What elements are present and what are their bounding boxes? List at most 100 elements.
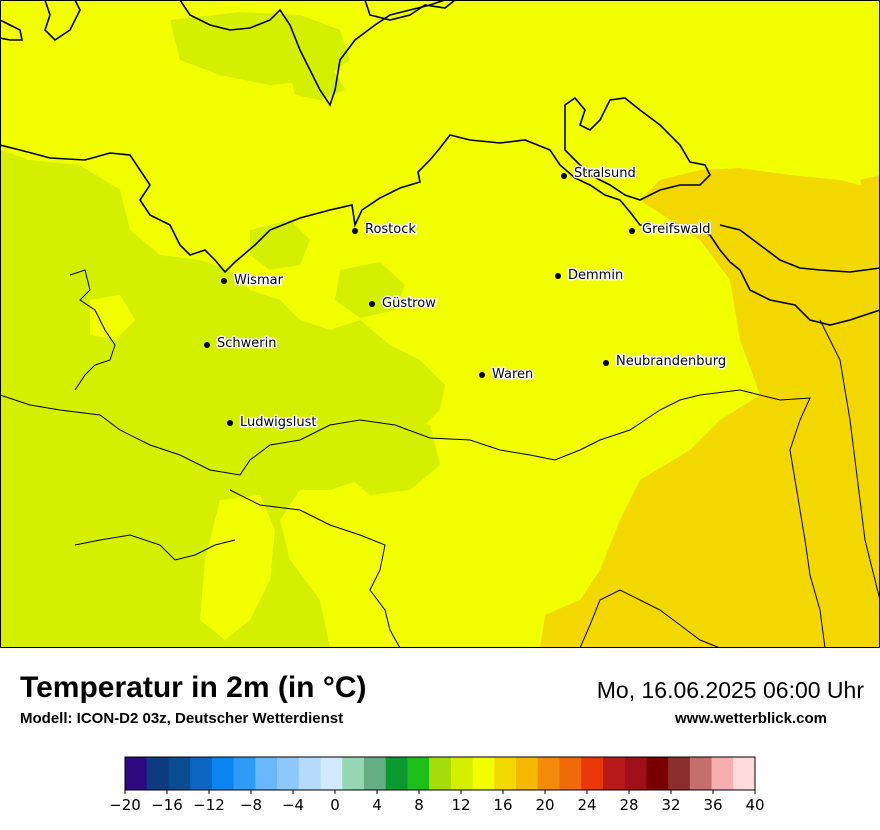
state-border-3 [229,489,401,648]
city-stralsund[interactable]: Stralsund [561,165,637,183]
colorbar-swatch [668,757,691,790]
colorbar-tick-label: 20 [535,796,554,814]
colorbar-tick-label: 4 [372,796,382,814]
colorbar-swatch [429,757,452,790]
city-wismar[interactable]: Wismar [221,272,285,290]
colorbar-tick-label: 8 [414,796,424,814]
colorbar-swatch [472,757,495,790]
colorbar-swatch [407,757,430,790]
coastline-northwest [0,19,23,41]
colorbar-swatch [689,757,713,790]
colorbar-swatch [516,757,539,790]
colorbar-ticks: −20 −16 −12 −8 −4 0 4 8 12 16 20 24 28 32 36 40 [109,790,765,814]
chart-title: Temperatur in 2m (in °C) [20,671,367,704]
colorbar-tick-label: 32 [661,796,680,814]
city-label: Neubrandenburg [616,354,726,369]
colorbar-swatch [450,757,474,790]
city-ludwigslust[interactable]: Ludwigslust [227,414,318,432]
forecast-datetime: Mo, 16.06.2025 06:00 Uhr [596,677,864,703]
colorbar-swatch [602,757,626,790]
city-label: Stralsund [574,166,636,181]
city-label: Waren [492,367,533,382]
colorbar-swatch [298,757,322,790]
colorbar-swatch [342,757,365,790]
colorbar-tick-label: −4 [282,796,304,814]
city-rostock[interactable]: Rostock [352,221,418,239]
city-label: Greifswald [642,222,711,237]
cool-region-sea-2 [290,65,345,100]
city-neubrandenburg[interactable]: Neubrandenburg [603,353,728,371]
colorbar-tick-label: 12 [451,796,470,814]
colorbar-swatch [581,757,604,790]
colorbar-swatches [125,757,756,790]
city-dot [561,173,567,179]
colorbar-swatch [537,757,560,790]
coastline-northeast [364,0,456,21]
cool-region-west [0,150,445,648]
colorbar-swatch [494,757,517,790]
cool-region-center-2 [335,262,405,318]
city-schwerin[interactable]: Schwerin [204,335,278,353]
colorbar-frame [124,756,756,791]
colorbar-swatch [624,757,647,790]
colorbar-swatch [646,757,669,790]
website-link[interactable]: www.wetterblick.com [675,710,827,727]
city-label: Rostock [365,222,416,237]
temperature-map: Stralsund Rostock Greifswald Wismar Demm… [0,0,880,648]
city-label: Wismar [234,273,284,288]
city-label: Ludwigslust [240,415,317,430]
colorbar-tick-label: 16 [493,796,512,814]
city-dot [603,360,609,366]
city-dot [629,228,635,234]
state-border-2 [69,269,116,391]
colorbar-swatch [277,757,300,790]
warm-patch-southwest [200,495,275,640]
city-label: Güstrow [382,296,436,311]
colorbar-swatch [255,757,278,790]
colorbar-swatch [559,757,582,790]
colorbar-tick-label: −8 [240,796,262,814]
coastline-north-2 [44,0,81,42]
coastline-islands [564,96,711,201]
city-markers: Stralsund Rostock Greifswald Wismar Demm… [204,165,728,432]
colorbar-swatch [125,757,148,790]
city-demmin[interactable]: Demmin [555,267,625,285]
city-label: Schwerin [217,336,276,351]
river-east [819,319,880,601]
city-greifswald[interactable]: Greifswald [629,221,712,239]
colorbar-swatch [211,757,235,790]
coastline [0,134,741,274]
colorbar-tick-label: −20 [109,796,141,814]
city-label: Demmin [568,268,623,283]
state-border [0,389,826,648]
coastline-east [739,269,880,326]
coastline-east-2 [719,224,880,273]
colorbar-tick-label: 40 [745,796,764,814]
cool-region-sea [170,12,350,85]
cool-region-center [250,220,310,270]
state-border-5 [579,589,721,648]
colorbar-tick-label: −16 [151,796,183,814]
city-waren[interactable]: Waren [479,366,535,384]
city-dot [227,420,233,426]
state-border-4 [74,534,236,561]
colorbar-swatch [363,757,387,790]
colorbar-tick-label: −12 [193,796,225,814]
temperature-colorbar: −20 −16 −12 −8 −4 0 4 8 12 16 20 24 28 32 36 40 [109,756,765,814]
city-guestrow[interactable]: Güstrow [369,295,438,313]
colorbar-swatch [168,757,191,790]
coastline-north [179,0,446,107]
colorbar-swatch [320,757,343,790]
city-dot [352,228,358,234]
cool-region-southwest [0,470,160,648]
city-dot [204,342,210,348]
warm-region-north [860,175,880,210]
colorbar-swatch [233,757,256,790]
warm-patch-west [90,295,135,340]
model-subtitle: Modell: ICON-D2 03z, Deutscher Wetterdie… [20,710,344,727]
colorbar-swatch [190,757,213,790]
colorbar-swatch [733,757,756,790]
city-dot [555,273,561,279]
warm-region-east [540,168,880,648]
city-dot [221,278,227,284]
